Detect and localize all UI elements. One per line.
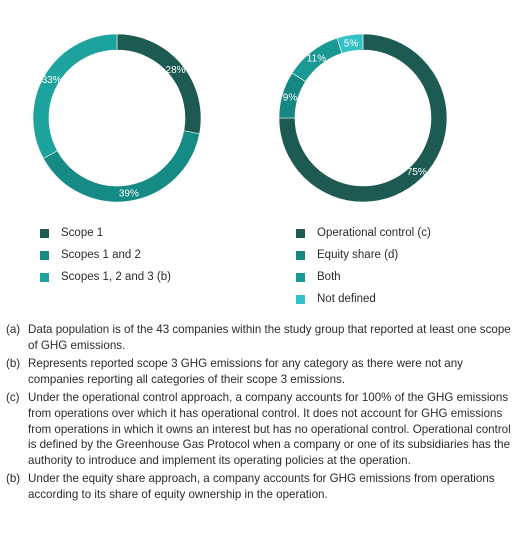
legend-label: Equity share (d): [317, 249, 399, 261]
data-label: 33%: [42, 75, 62, 86]
legend-approach: Operational control (c) Equity share (d)…: [296, 222, 525, 310]
data-label: 39%: [119, 189, 139, 200]
legend-swatch: [40, 272, 49, 282]
footnotes: (a) Data population is of the 43 compani…: [6, 322, 514, 506]
legend-item: Equity share (d): [296, 244, 525, 266]
legend-label: Scopes 1 and 2: [61, 249, 141, 261]
data-label: 5%: [344, 38, 359, 49]
footnote: (b) Under the equity share approach, a c…: [6, 471, 514, 502]
legend-item: Scopes 1, 2 and 3 (b): [40, 266, 280, 288]
legend-swatch: [40, 228, 49, 238]
donut-slice: [116, 33, 202, 135]
legend-swatch: [40, 250, 49, 260]
donut-chart-approach: 75% 9% 11% 5%: [263, 18, 463, 218]
data-label: 11%: [307, 53, 326, 64]
legend-label: Operational control (c): [317, 227, 431, 239]
legend-item: Both: [296, 266, 525, 288]
donut-slice: [278, 33, 448, 203]
footnote-marker: (b): [6, 357, 21, 371]
legend-label: Scopes 1, 2 and 3 (b): [61, 271, 171, 283]
donut-slice: [32, 33, 118, 159]
legend-item: Operational control (c): [296, 222, 525, 244]
legend-item: Scope 1: [40, 222, 280, 244]
legend-item: Scopes 1 and 2: [40, 244, 280, 266]
footnote-marker: (c): [6, 391, 20, 405]
legend-swatch: [296, 228, 305, 238]
footnote-text: Under the operational control approach, …: [28, 391, 511, 467]
footnote-text: Represents reported scope 3 GHG emission…: [28, 357, 463, 386]
legend-swatch: [296, 294, 305, 304]
footnote: (b) Represents reported scope 3 GHG emis…: [6, 356, 514, 387]
donut-chart-scopes-svg: 28% 39% 33%: [32, 33, 202, 203]
donut-chart-approach-svg: 75% 9% 11% 5%: [278, 33, 448, 203]
data-label: 75%: [407, 167, 427, 178]
footnote: (c) Under the operational control approa…: [6, 390, 514, 468]
legend-swatch: [296, 272, 305, 282]
legend-label: Not defined: [317, 293, 376, 305]
donut-slice: [336, 33, 364, 54]
footnote-marker: (b): [6, 472, 21, 486]
data-label: 9%: [283, 92, 298, 103]
legend-label: Both: [317, 271, 341, 283]
donut-chart-scopes: 28% 39% 33%: [17, 18, 217, 218]
legend-item: Not defined: [296, 288, 525, 310]
data-label: 28%: [166, 65, 186, 76]
legend-label: Scope 1: [61, 227, 104, 239]
footnote-text: Data population is of the 43 companies w…: [28, 323, 511, 352]
footnote: (a) Data population is of the 43 compani…: [6, 322, 514, 353]
footnote-marker: (a): [6, 323, 21, 336]
legend-scopes: Scope 1 Scopes 1 and 2 Scopes 1, 2 and 3…: [40, 222, 280, 288]
legend-swatch: [296, 250, 305, 260]
footnote-text: Under the equity share approach, a compa…: [28, 472, 495, 501]
